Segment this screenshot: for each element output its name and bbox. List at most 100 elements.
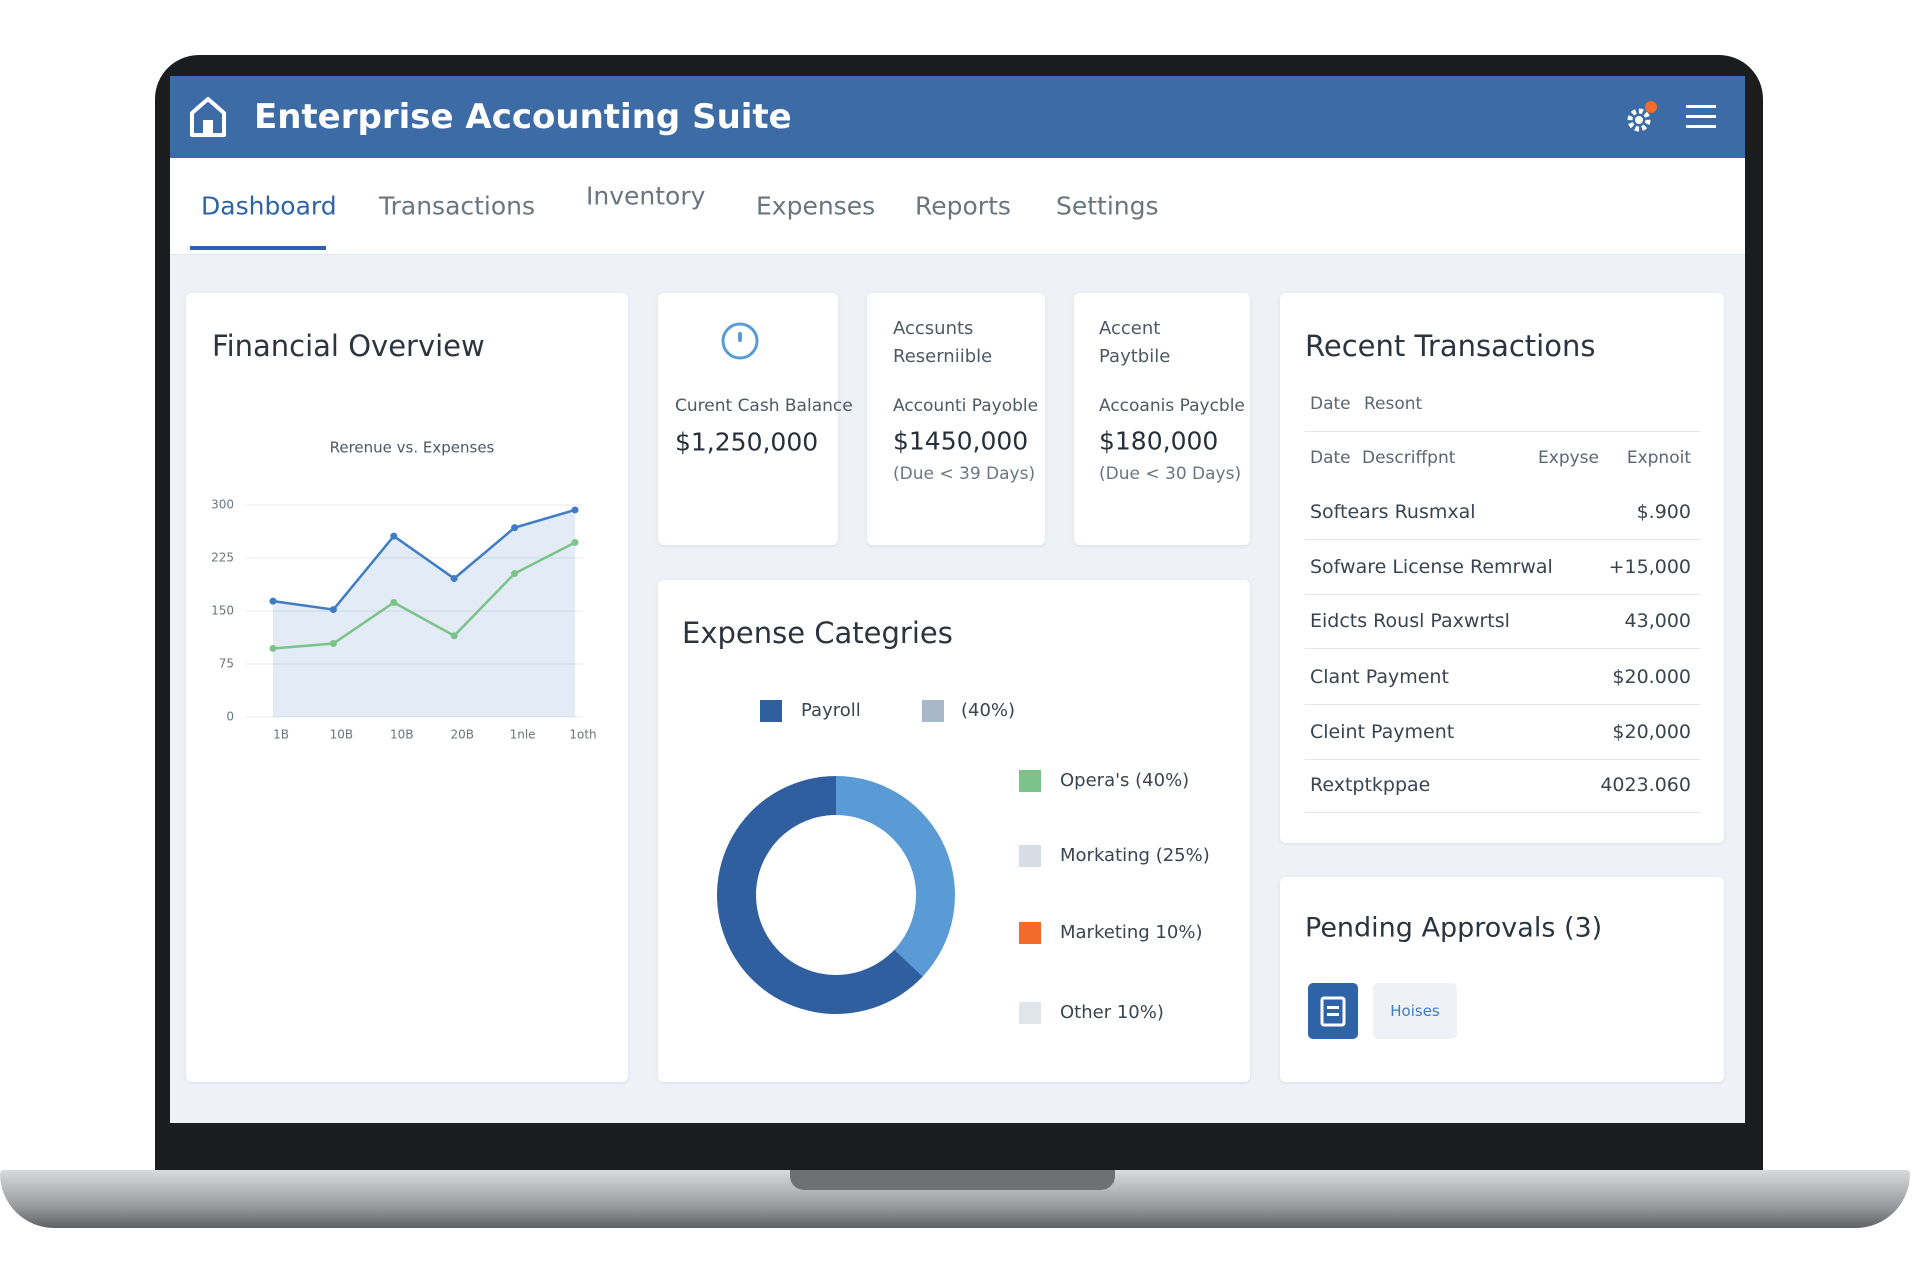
- line: [272, 541, 576, 650]
- legend-swatch: [760, 700, 782, 722]
- point: [329, 640, 337, 648]
- x-tick-label: 10B: [390, 728, 414, 742]
- cell-description: Clant Payment: [1310, 666, 1449, 688]
- home-icon[interactable]: [189, 96, 227, 138]
- point: [571, 506, 579, 514]
- point: [269, 597, 277, 605]
- cell-amount: +15,000: [1608, 556, 1691, 578]
- y-tick-label: 150: [211, 604, 234, 618]
- screen: Enterprise Accounting Suite Dashboard Tr…: [170, 76, 1745, 1123]
- kpi-label: Accoanis Paycble: [1099, 396, 1245, 416]
- cell-description: Cleint Payment: [1310, 721, 1455, 743]
- app-title: Enterprise Accounting Suite: [254, 97, 792, 137]
- kpi-label: Curent Cash Balance: [675, 396, 853, 416]
- kpi-value: $1450,000: [893, 426, 1029, 456]
- table-header: Date: [1310, 394, 1351, 414]
- laptop-notch: [790, 1170, 1115, 1190]
- table-header: Expnoit: [1626, 448, 1691, 468]
- settings-icon[interactable]: [1622, 98, 1662, 138]
- divider: [1305, 759, 1700, 760]
- kpi-title: Accsunts Reserniible: [893, 318, 993, 367]
- app-header: Enterprise Accounting Suite: [170, 76, 1745, 158]
- active-tab-indicator: [190, 246, 326, 250]
- card-title: Recent Transactions: [1305, 329, 1596, 363]
- y-tick-label: 300: [211, 498, 234, 512]
- legend-label: (40%): [961, 700, 1015, 721]
- donut-chart: Payroll (40%) Opera's (40%) Morkating (25%)…: [717, 700, 1210, 1024]
- nav-tab[interactable]: Inventory: [586, 181, 706, 211]
- cell-amount: $20,000: [1612, 721, 1691, 743]
- approval-icon-button[interactable]: [1308, 983, 1358, 1039]
- approval-button[interactable]: Hoises: [1373, 983, 1457, 1039]
- legend-swatch: [1019, 845, 1041, 867]
- y-tick-label: 75: [219, 657, 234, 671]
- point: [511, 570, 519, 578]
- kpi-value: $1,250,000: [675, 427, 819, 457]
- cell-amount: 4023.060: [1600, 774, 1691, 796]
- area: [273, 509, 575, 717]
- cell-description: Sofware License Remrwal: [1310, 556, 1553, 578]
- pending-card: Pending Approvals (3) Hoises: [1280, 877, 1724, 1082]
- card-title: Financial Overview: [212, 329, 485, 363]
- donut-slice: [836, 776, 955, 977]
- table-header: Descriffpnt: [1362, 448, 1456, 468]
- point: [511, 524, 519, 532]
- kpi-label: Accounti Payoble: [893, 396, 1039, 416]
- nav-tab[interactable]: Expenses: [756, 191, 876, 221]
- card-title: Pending Approvals (3): [1305, 912, 1603, 944]
- divider: [1305, 704, 1700, 705]
- divider: [1305, 812, 1700, 813]
- legend-swatch: [922, 700, 944, 722]
- nav-tab[interactable]: Dashboard: [201, 191, 337, 221]
- legend-swatch: [1019, 922, 1041, 944]
- x-tick-label: 1B: [273, 728, 289, 742]
- legend-label: Other 10%): [1060, 1002, 1164, 1023]
- line: [272, 508, 576, 611]
- legend-label: Opera's (40%): [1060, 770, 1189, 791]
- kpi-card: Accsunts Reserniible Accounti Payoble $1…: [867, 293, 1045, 545]
- card-title: Expense Categries: [682, 616, 953, 650]
- divider: [1305, 594, 1700, 595]
- y-tick-label: 225: [211, 551, 234, 565]
- cell-description: Eidcts Rousl Paxwrtsl: [1310, 610, 1510, 632]
- table-header: Expyse: [1538, 448, 1599, 468]
- kpi-card: Curent Cash Balance $1,250,000: [658, 293, 853, 545]
- legend-label: Payroll: [801, 700, 861, 721]
- x-tick-label: 1nle: [510, 728, 536, 742]
- transactions-card: Recent Transactions Date Resont Date Des…: [1280, 293, 1724, 843]
- legend-swatch: [1019, 770, 1041, 792]
- cell-description: Softears Rusmxal: [1310, 501, 1476, 523]
- divider: [1305, 539, 1700, 540]
- legend-label: Morkating (25%): [1060, 845, 1210, 866]
- y-tick-label: 0: [226, 710, 234, 724]
- divider: [1305, 648, 1700, 649]
- donut-slice: [717, 776, 923, 1014]
- cell-amount: $20.000: [1612, 666, 1691, 688]
- kpi-card: Accent Paytbile Accoanis Paycble $180,00…: [1074, 293, 1250, 545]
- kpi-note: (Due < 30 Days): [1099, 464, 1242, 484]
- point: [390, 532, 398, 540]
- point: [450, 632, 458, 640]
- kpi-title: Accent Paytbile: [1099, 318, 1171, 367]
- legend-swatch: [1019, 1002, 1041, 1024]
- kpi-value: $180,000: [1099, 426, 1219, 456]
- financial-overview-card: Financial Overview Rerenue vs. Expenses 0…: [186, 293, 628, 1082]
- table-header: Date: [1310, 448, 1351, 468]
- chart-title: Rerenue vs. Expenses: [330, 439, 495, 457]
- kpi-note: (Due < 39 Days): [893, 464, 1036, 484]
- x-tick-label: 20B: [450, 728, 474, 742]
- x-tick-label: 1oth: [569, 728, 596, 742]
- nav-tab[interactable]: Settings: [1056, 191, 1159, 221]
- menu-icon[interactable]: [1684, 100, 1718, 134]
- divider: [1305, 431, 1700, 432]
- nav-tab[interactable]: Reports: [915, 191, 1011, 221]
- x-tick-label: 10B: [330, 728, 354, 742]
- point: [329, 606, 337, 614]
- point: [269, 644, 277, 652]
- point: [571, 538, 579, 546]
- cell-amount: 43,000: [1624, 610, 1691, 632]
- kpi-icon: [721, 322, 759, 360]
- nav-tab[interactable]: Transactions: [379, 191, 536, 221]
- line-chart: Rerenue vs. Expenses 0 75 150 225 300 1B 10B 10B…: [211, 439, 597, 742]
